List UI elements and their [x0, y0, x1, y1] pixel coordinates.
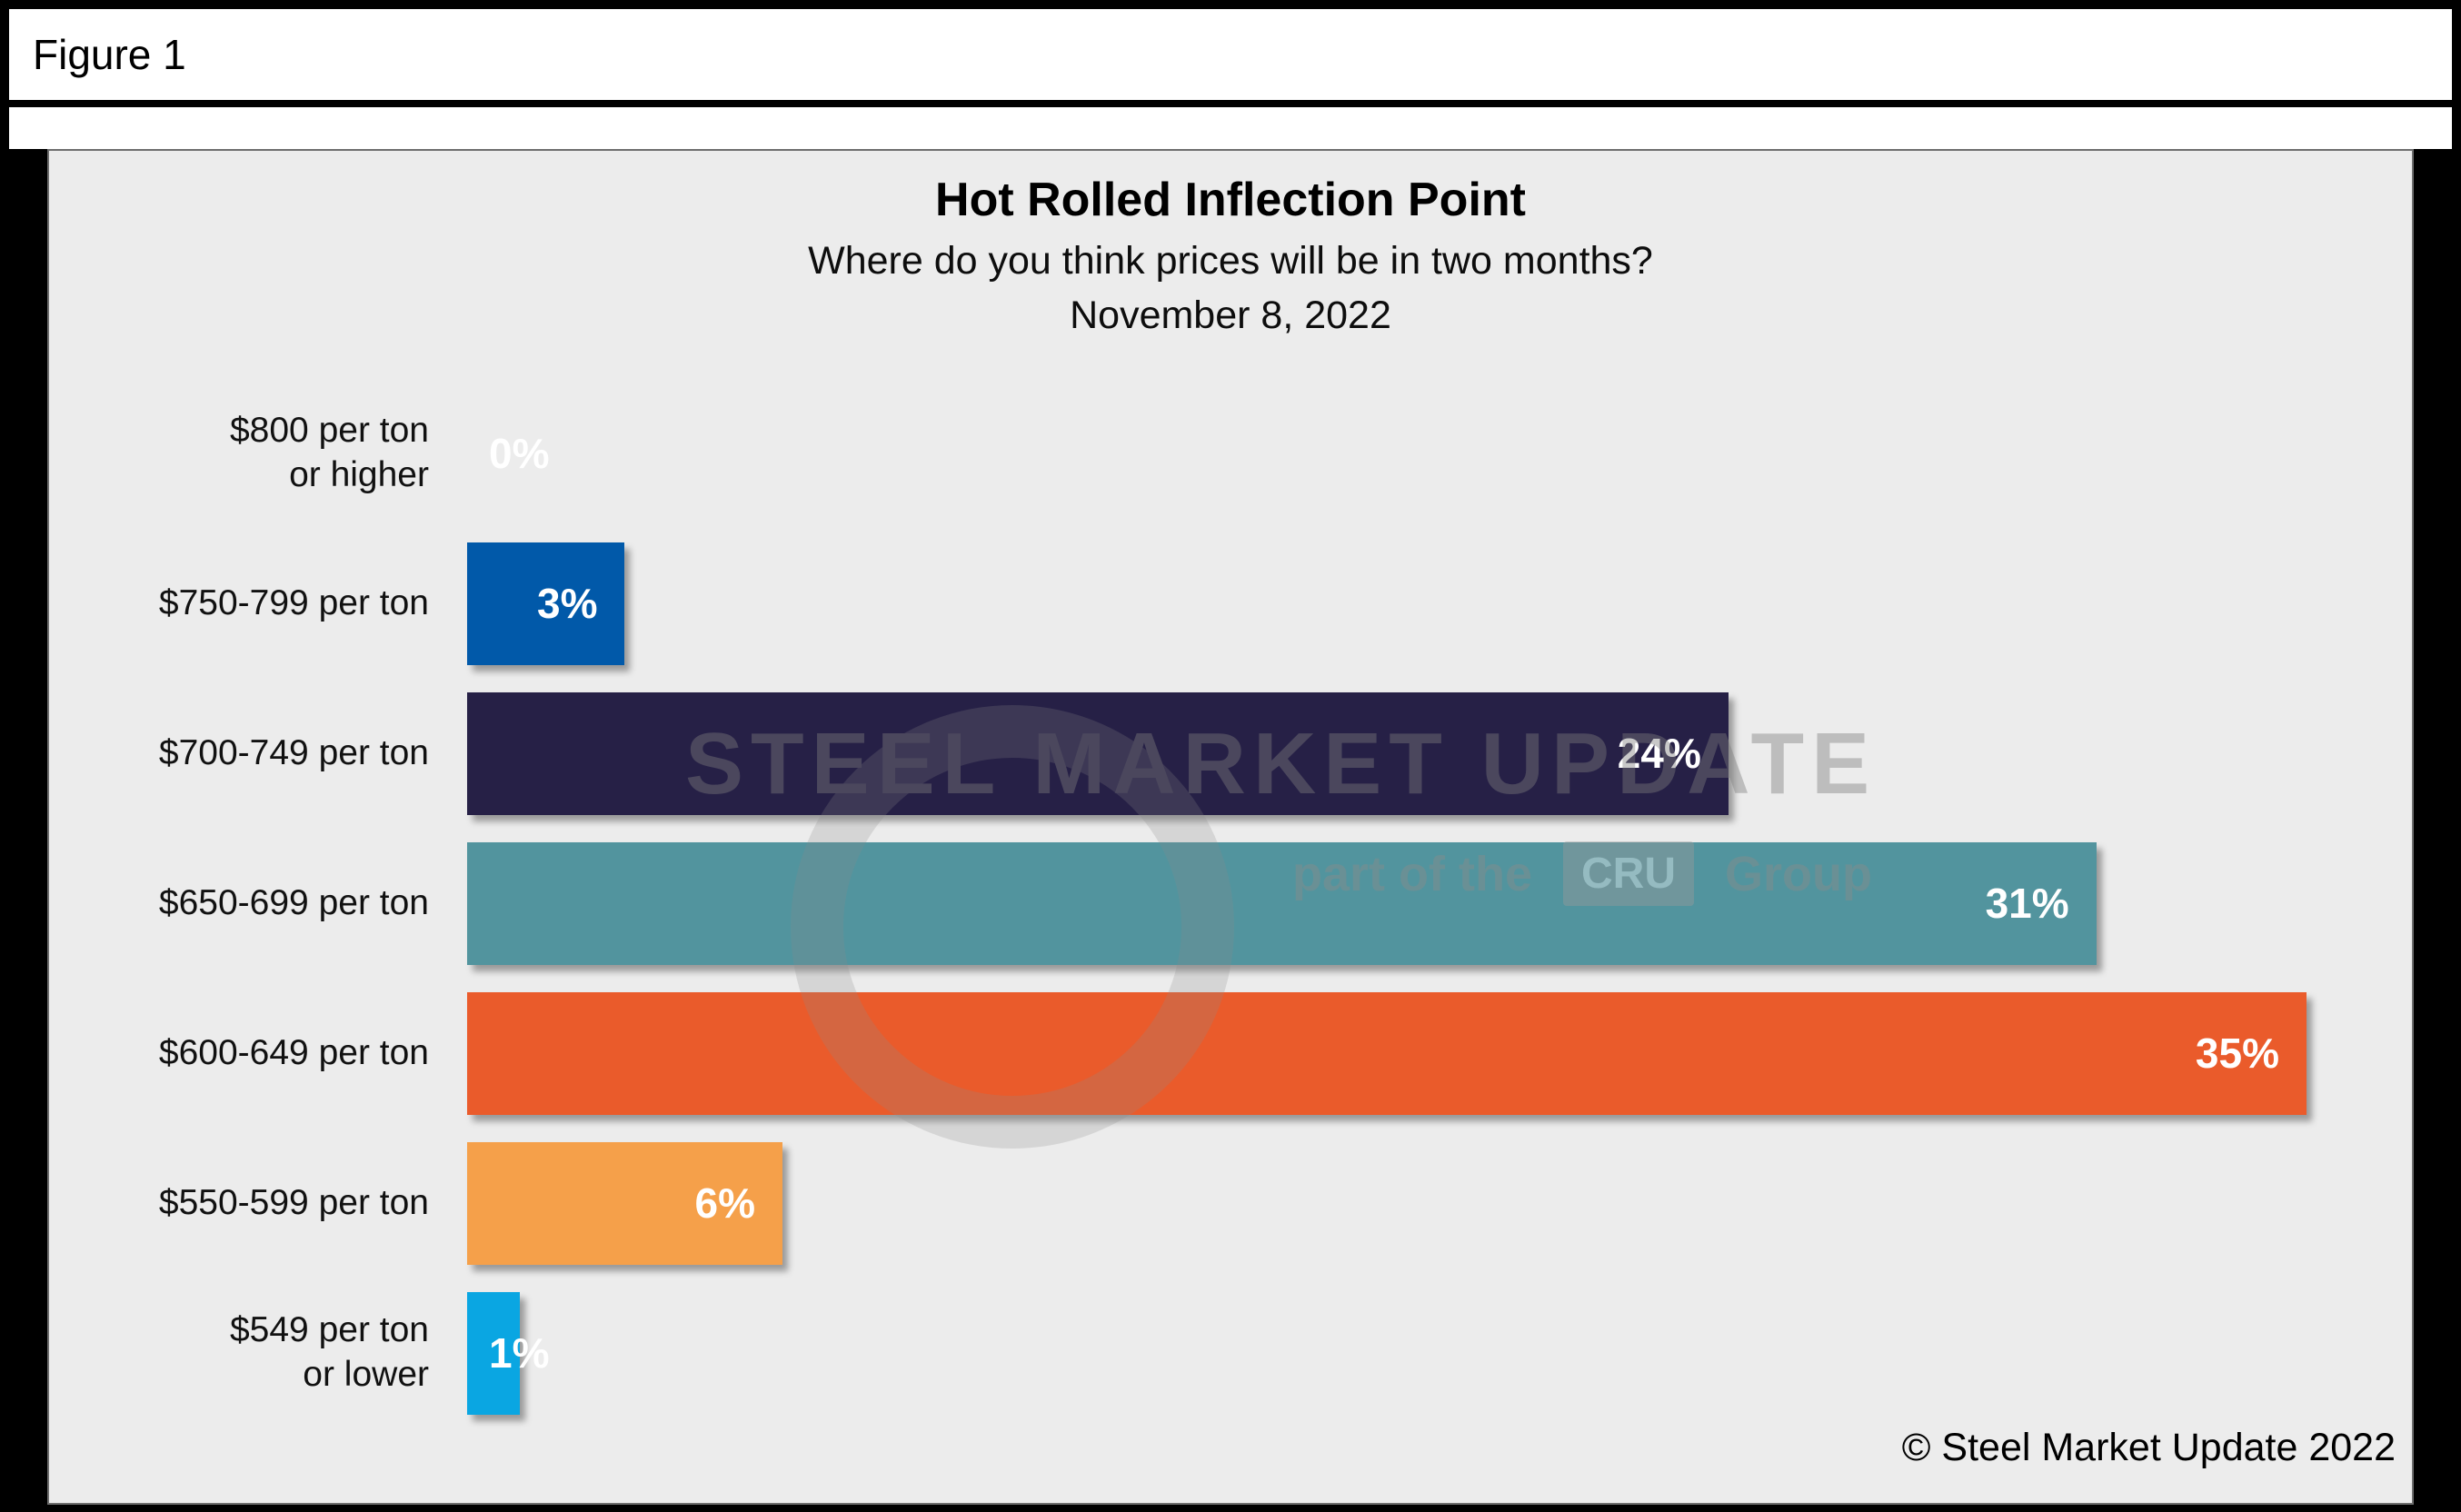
bar-track: 24%: [467, 691, 2307, 815]
bar-row: $550-599 per ton 6%: [49, 1129, 2412, 1278]
value-label: 6%: [694, 1179, 755, 1227]
category-label: $700-749 per ton: [158, 732, 429, 772]
bar: 3%: [467, 542, 625, 665]
title-block: Hot Rolled Inflection Point Where do you…: [49, 151, 2412, 341]
category-label: $600-649 per ton: [158, 1032, 429, 1072]
bar-track: 31%: [467, 841, 2307, 965]
figure-header: Figure 1: [9, 9, 2452, 104]
bar-row: $600-649 per ton 35%: [49, 979, 2412, 1129]
copyright-text: © Steel Market Update 2022: [1901, 1426, 2396, 1469]
plot-area: $800 per ton or higher 0% $750-799 per ton…: [49, 379, 2412, 1428]
bar-track: 0%: [467, 393, 2307, 515]
bar-track: 1%: [467, 1291, 2307, 1415]
value-label: 35%: [2195, 1030, 2279, 1077]
bar: [467, 1291, 520, 1415]
figure-label: Figure 1: [33, 31, 186, 78]
value-label: 0%: [489, 430, 550, 477]
category-label: $750-799 per ton: [158, 582, 429, 622]
bar-row: $700-749 per ton 24%: [49, 679, 2412, 829]
value-label: 3%: [537, 580, 598, 627]
bar: 35%: [467, 991, 2307, 1115]
bar: 6%: [467, 1141, 782, 1265]
bar-row: $549 per ton or lower 1%: [49, 1278, 2412, 1428]
category-label: $549 per ton or lower: [229, 1310, 429, 1394]
chart-frame: Hot Rolled Inflection Point Where do you…: [47, 149, 2414, 1505]
bar-row: $750-799 per ton 3%: [49, 529, 2412, 679]
category-label: $550-599 per ton: [158, 1182, 429, 1222]
category-label: $800 per ton or higher: [229, 411, 429, 494]
bar: 24%: [467, 691, 1729, 815]
value-label: 24%: [1617, 730, 1701, 777]
bar-track: 35%: [467, 991, 2307, 1115]
category-label: $650-699 per ton: [158, 882, 429, 922]
value-label: 31%: [1985, 880, 2069, 927]
bar-track: 3%: [467, 542, 2307, 665]
chart-date: November 8, 2022: [1070, 293, 1391, 337]
bar: 31%: [467, 841, 2097, 965]
chart-subtitle: Where do you think prices will be in two…: [808, 239, 1653, 283]
value-label: 1%: [489, 1329, 550, 1377]
bar-row: $650-699 per ton 31%: [49, 829, 2412, 979]
chart-title: Hot Rolled Inflection Point: [935, 174, 1526, 226]
bar-track: 6%: [467, 1141, 2307, 1265]
bar-row: $800 per ton or higher 0%: [49, 379, 2412, 529]
header-divider-band: [9, 107, 2452, 149]
